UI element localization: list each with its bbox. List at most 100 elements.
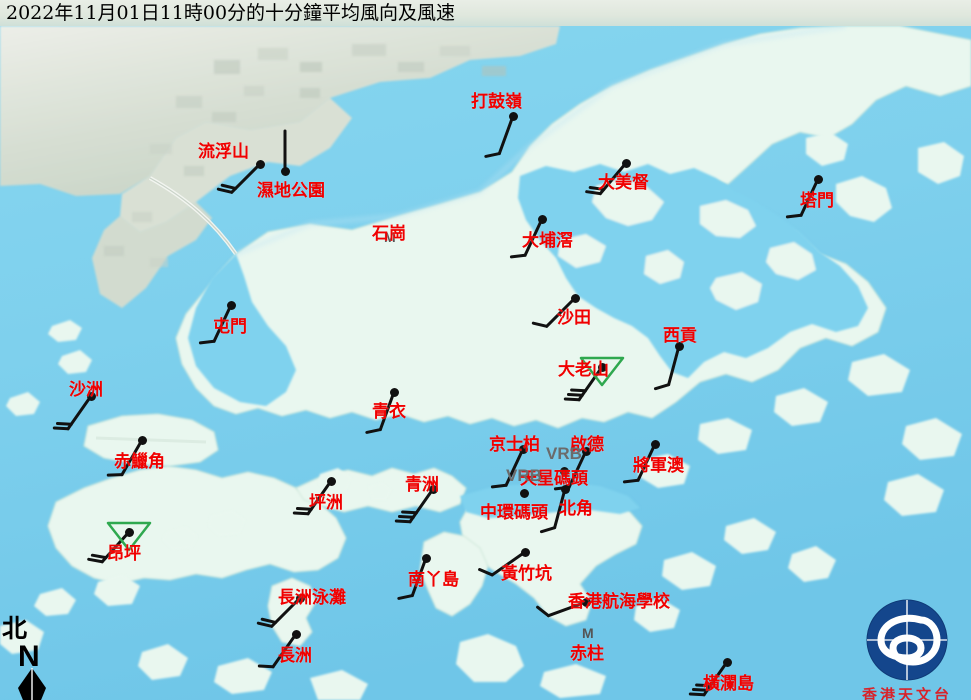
wind-barb [484, 114, 515, 158]
wind-barb [509, 217, 544, 259]
wind-barb [688, 660, 729, 697]
station-label: 啟德 [570, 435, 604, 455]
station-label: 將軍澳 [633, 456, 684, 476]
station-label: 中環碼頭 [480, 503, 548, 523]
station-label: 天星碼頭 [520, 469, 588, 489]
station-label: 南丫島 [408, 570, 459, 590]
station-dot[interactable] [280, 166, 290, 176]
map-canvas[interactable]: 打鼓嶺 流浮山 濕地公園 M 石崗 大美督 塔門 大埔滘 沙田 西貢 大老山 屯門 沙洲 赤鱲角 青衣 昂坪坪… [0, 26, 971, 700]
wind-barb [478, 550, 527, 577]
station-label: 打鼓嶺 [471, 92, 522, 112]
station-label: 大埔滘 [522, 231, 573, 251]
station-label: 坪洲 [309, 493, 343, 513]
wind-barb [216, 162, 262, 194]
station-dot[interactable] [291, 629, 301, 639]
station-dot[interactable] [650, 439, 660, 449]
station-dot[interactable] [581, 446, 591, 456]
station-label: 流浮山 [198, 142, 249, 162]
station-dot[interactable] [508, 111, 518, 121]
wind-barb [198, 303, 233, 345]
wind-barb [585, 161, 628, 196]
station-label: 昂坪 [107, 544, 141, 564]
wind-barb [292, 479, 333, 516]
station-dot[interactable] [86, 391, 96, 401]
station-label: 屯門 [213, 317, 247, 337]
station-missing-indicator: M [582, 625, 594, 641]
wind-barb [622, 442, 657, 484]
station-dot[interactable] [520, 547, 530, 557]
station-label: 香港航海學校 [568, 592, 670, 612]
station-label: 西貢 [663, 326, 697, 346]
station-label: 京士柏 [489, 435, 540, 455]
station-variable-indicator: VRB [506, 466, 542, 485]
north-arrow-label-en: N [18, 640, 40, 673]
wind-barb [539, 487, 567, 534]
station-missing-indicator: M [384, 229, 396, 245]
north-arrow-shape [18, 668, 46, 700]
wind-barb [397, 556, 428, 600]
hko-logo: 香港天文台 HONG KONG OBSERVATORY [843, 598, 971, 700]
station-dot[interactable] [124, 527, 134, 537]
station-dot[interactable] [226, 300, 236, 310]
station-dot[interactable] [518, 444, 528, 454]
wind-barb [536, 600, 588, 618]
station-dot[interactable] [559, 466, 569, 476]
station-dot[interactable] [295, 593, 305, 603]
station-dot[interactable] [560, 484, 570, 494]
station-label: 大美督 [598, 173, 649, 193]
station-dot[interactable] [255, 159, 265, 169]
wind-barb [531, 296, 577, 328]
wind-barb [87, 530, 131, 564]
station-dot[interactable] [621, 158, 631, 168]
station-dot[interactable] [813, 174, 823, 184]
station-label: 橫瀾島 [703, 674, 754, 694]
wind-barb [785, 177, 820, 219]
station-dot[interactable] [389, 387, 399, 397]
gale-triangle-icon [579, 356, 625, 387]
station-dot[interactable] [326, 476, 336, 486]
wind-barb [256, 596, 302, 628]
station-label: 沙洲 [69, 380, 103, 400]
station-label: 赤柱 [570, 644, 604, 664]
wind-barb [490, 447, 525, 489]
station-label: 北角 [559, 499, 593, 519]
station-label: 石崗 [372, 224, 406, 244]
station-label: 赤鱲角 [114, 452, 165, 472]
station-dot[interactable] [428, 484, 438, 494]
page-title: 2022年11月01日11時00分的十分鐘平均風向及風速 [6, 2, 456, 24]
hko-logo-text-cn: 香港天文台 [861, 686, 952, 700]
station-dot[interactable] [674, 341, 684, 351]
map-basemap [0, 26, 971, 700]
station-label: 濕地公園 [257, 181, 325, 201]
station-dot[interactable] [722, 657, 732, 667]
station-dot[interactable] [597, 362, 607, 372]
station-label: 黃竹坑 [501, 564, 552, 584]
station-dot[interactable] [570, 293, 580, 303]
station-dot[interactable] [421, 553, 431, 563]
station-variable-indicator: VRB [546, 444, 582, 463]
station-label: 塔門 [800, 191, 834, 211]
north-arrow: 北 N [2, 616, 66, 700]
wind-barb [365, 390, 396, 434]
station-dot[interactable] [537, 214, 547, 224]
wind-barb-calm [283, 129, 287, 173]
station-dot[interactable] [581, 597, 591, 607]
station-label: 長洲泳灘 [278, 588, 346, 608]
wind-barb [653, 344, 681, 391]
north-arrow-label-cn: 北 [2, 614, 28, 643]
station-label: 長洲 [278, 646, 312, 666]
wind-barb [52, 394, 93, 431]
station-dot[interactable] [137, 435, 147, 445]
gale-triangle-icon [106, 521, 152, 552]
station-label: 沙田 [557, 308, 591, 328]
hko-logo-mark [866, 599, 948, 681]
station-label: 青洲 [405, 475, 439, 495]
wind-barb [394, 487, 435, 524]
station-dot[interactable] [519, 488, 529, 498]
wind-barb [106, 438, 144, 477]
wind-barb [257, 632, 298, 669]
station-label: 大老山 [558, 360, 609, 380]
station-label: 青衣 [372, 402, 406, 422]
title-bar: 2022年11月01日11時00分的十分鐘平均風向及風速 [0, 0, 971, 26]
